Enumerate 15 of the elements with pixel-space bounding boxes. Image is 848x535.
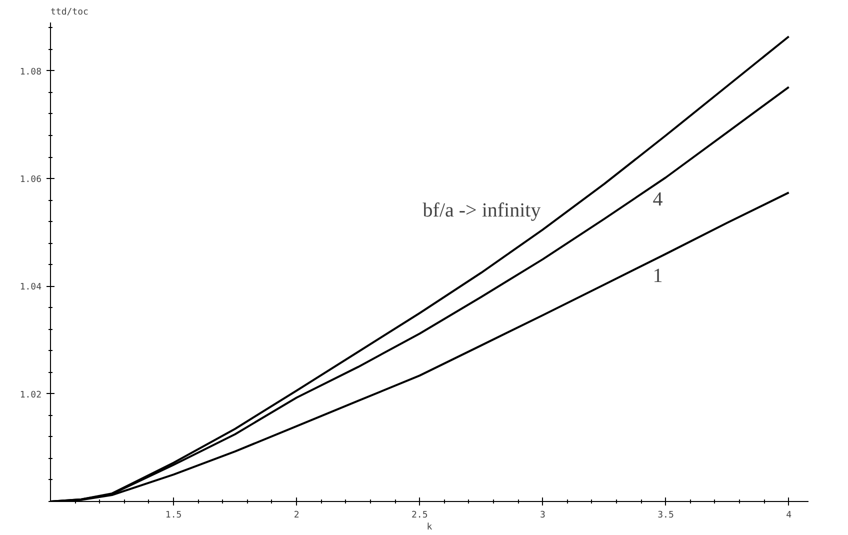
x-tick-label: 4: [786, 510, 792, 520]
x-tick-label: 3: [540, 510, 546, 520]
x-tick-label: 2: [294, 510, 300, 520]
series-label: 1: [652, 264, 663, 287]
y-axis-title: ttd/toc: [50, 8, 88, 18]
y-tick-label: 1.04: [20, 282, 42, 293]
series-label: 4: [652, 188, 663, 210]
y-tick-label: 1.08: [20, 67, 42, 78]
series-label: bf/a -> infinity: [422, 200, 541, 222]
x-tick-label: 3.5: [658, 510, 674, 520]
x-tick-label: 1.5: [165, 510, 182, 520]
x-tick-label: 2.5: [412, 510, 428, 520]
y-tick-label: 1.06: [20, 175, 42, 186]
y-tick-label: 1.02: [20, 390, 42, 400]
x-axis-title: k: [426, 522, 433, 532]
